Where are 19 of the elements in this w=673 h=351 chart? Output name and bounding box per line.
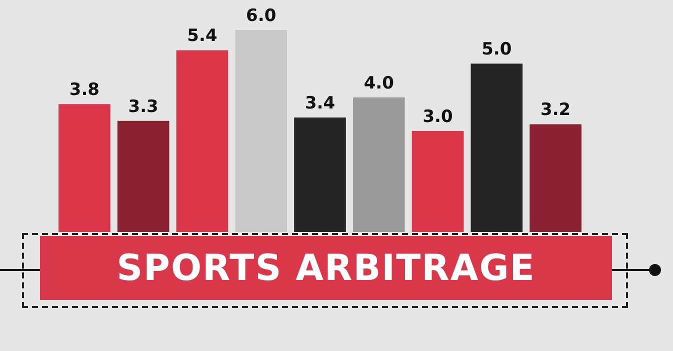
data-label: 5.4 [187,26,218,46]
data-label: 4.0 [364,73,394,94]
data-label: 3.8 [69,80,100,100]
bar [117,120,170,232]
bar [176,50,228,232]
bar [470,64,523,232]
data-label: 3.4 [304,93,336,114]
bar [412,131,464,232]
bar [530,124,582,232]
bar [352,97,405,232]
data-label: 3.0 [422,106,453,127]
data-label: 6.0 [246,6,276,26]
bar [235,30,288,232]
data-label: 3.2 [540,100,571,120]
data-label: 3.3 [128,96,158,117]
data-label: 5.0 [482,40,512,60]
text: SPORTS ARBITRAGE [40,236,612,300]
bar [294,118,346,232]
bar [58,104,110,232]
